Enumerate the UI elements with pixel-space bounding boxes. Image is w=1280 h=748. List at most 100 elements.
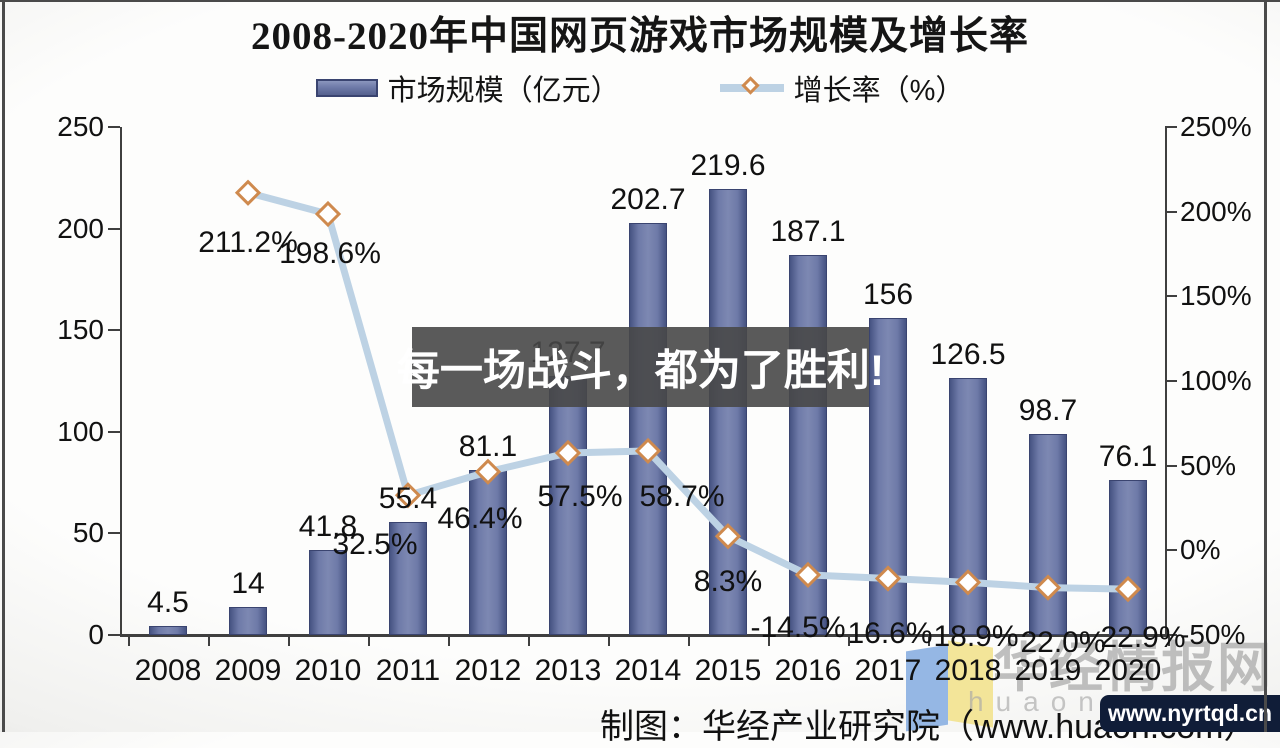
growth-rate-label: 18.9% [933, 620, 1019, 654]
x-axis-tick [528, 636, 530, 646]
y-axis-right-tick-label: 200% [1180, 195, 1252, 227]
y-axis-left-tick-label: 150 [57, 314, 104, 346]
y-axis-left-tick [108, 227, 120, 230]
y-axis-right-tick [1165, 634, 1177, 636]
legend-market-label: 市场规模（亿元） [387, 75, 620, 107]
y-axis-left-tick [108, 329, 120, 332]
bar-value-label: 14 [231, 567, 265, 600]
photo-border-left [2, 0, 5, 732]
y-axis-left-tick-label: 100 [57, 415, 104, 447]
legend: 市场规模（亿元） 增长率（%） [30, 67, 1250, 109]
growth-rate-label: 58.7% [639, 479, 725, 513]
x-axis-category-label: 2009 [214, 654, 282, 687]
bar-value-label: 98.7 [1018, 394, 1078, 427]
market-size-bar [149, 626, 187, 635]
diamond-marker-icon [394, 482, 422, 509]
growth-rate-label: 22.9% [1100, 621, 1186, 655]
y-axis-right-tick-label: 250% [1180, 111, 1252, 142]
diamond-marker-icon [1034, 574, 1062, 601]
y-axis-right-tick [1165, 295, 1177, 298]
y-axis-right-tick-label: 50% [1180, 449, 1237, 481]
y-axis-left-tick-label: 250 [57, 111, 104, 142]
x-axis-tick [848, 636, 850, 646]
y-axis-right-tick [1165, 549, 1177, 552]
diamond-marker-icon [1114, 575, 1142, 603]
x-axis-tick [1008, 636, 1010, 646]
watermark-brand: 华经情报网 [993, 638, 1273, 698]
y-axis-right-tick-label: -50% [1180, 619, 1246, 650]
bar-value-label: 55.4 [378, 482, 438, 515]
growth-rate-label: 8.3% [693, 565, 763, 599]
y-axis-left [120, 127, 122, 635]
bar-value-label: 81.1 [458, 430, 518, 463]
diamond-marker-icon [554, 439, 582, 467]
y-axis-right-tick-label: 150% [1180, 280, 1252, 312]
diamond-marker-icon [234, 179, 262, 206]
y-axis-left-tick [108, 430, 120, 433]
x-axis-tick [448, 636, 450, 646]
line-swatch-icon [719, 76, 784, 95]
growth-rate-label: 211.2% [198, 225, 298, 259]
diamond-marker-icon [474, 458, 502, 485]
growth-rate-label: -14.5% [750, 610, 846, 644]
legend-item-growth: 增长率（%） [719, 67, 965, 109]
bar-swatch-icon [315, 79, 378, 97]
bar-value-label: 219.6 [690, 149, 766, 182]
x-axis-tick [688, 636, 690, 646]
y-axis-right-tick-label: 0% [1180, 534, 1221, 566]
y-axis-right-tick [1165, 380, 1177, 382]
y-axis-left-tick-label: 200 [57, 212, 104, 244]
legend-item-market: 市场规模（亿元） [315, 67, 620, 109]
y-axis-left-tick [108, 532, 120, 535]
bar-value-label: 4.5 [147, 586, 189, 619]
diamond-marker-icon [634, 437, 662, 465]
growth-rate-line [234, 179, 1142, 603]
legend-growth-label: 增长率（%） [793, 75, 965, 107]
x-axis-tick [1088, 636, 1090, 646]
diamond-marker-icon [714, 523, 742, 550]
x-axis-tick [288, 636, 290, 646]
diamond-marker-icon [954, 569, 982, 596]
market-size-bar [1029, 434, 1067, 635]
diamond-marker-icon [314, 200, 342, 228]
market-size-bar [389, 522, 427, 635]
x-axis-category-label: 2013 [534, 654, 602, 687]
growth-rate-label: 46.4% [437, 501, 523, 535]
x-axis-category-label: 2020 [1094, 654, 1162, 687]
diamond-marker-icon [794, 561, 822, 589]
growth-rate-label: 198.6% [279, 237, 381, 271]
bar-value-label: 76.1 [1098, 440, 1158, 473]
growth-rate-label: 22.0% [1020, 625, 1106, 659]
x-axis-category-label: 2014 [614, 654, 682, 687]
x-axis-tick [128, 636, 130, 646]
y-axis-left-tick-label: 50 [72, 517, 104, 549]
x-axis-tick [608, 636, 610, 646]
growth-rate-label: 57.5% [537, 479, 623, 513]
chart-title: 2008-2020年中国网页游戏市场规模及增长率 [251, 15, 1029, 58]
x-axis-tick [768, 636, 770, 646]
bar-value-label: 41.8 [298, 510, 358, 543]
x-axis [120, 634, 1167, 637]
photo-border-top [0, 0, 1280, 2]
x-axis-tick [1168, 636, 1170, 646]
x-axis-category-label: 2008 [134, 654, 202, 687]
bar-value-label: 202.7 [610, 183, 686, 216]
y-axis-right-tick [1165, 210, 1177, 213]
diamond-marker-icon [740, 76, 760, 95]
x-axis-category-label: 2010 [294, 654, 362, 687]
x-axis-category-label: 2017 [854, 654, 922, 687]
overlay-caption: 每一场战斗，都为了胜利! [397, 327, 884, 407]
x-axis-category-label: 2011 [375, 654, 441, 687]
y-axis-left-tick [108, 634, 120, 636]
growth-rate-label: 16.6% [847, 617, 933, 651]
bar-value-label: 126.5 [930, 338, 1006, 371]
x-axis-category-label: 2018 [934, 654, 1002, 687]
photo-border-right [1264, 0, 1267, 732]
diamond-marker-icon [874, 565, 902, 592]
x-axis-tick [208, 636, 210, 646]
x-axis-category-label: 2016 [774, 654, 842, 687]
y-axis-right-tick-label: 100% [1180, 365, 1252, 396]
market-size-bar [229, 607, 267, 635]
market-size-bar [549, 376, 587, 635]
x-axis-category-label: 2019 [1014, 654, 1082, 687]
